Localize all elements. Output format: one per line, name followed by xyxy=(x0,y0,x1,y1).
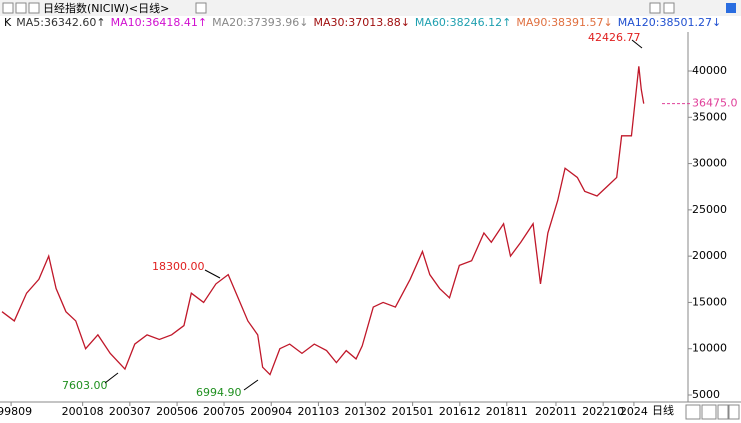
annotation: 18300.00 xyxy=(152,260,205,273)
toolbar xyxy=(0,0,741,16)
button[interactable] xyxy=(649,2,661,14)
arrow xyxy=(204,269,221,279)
x-tick-label: 200904 xyxy=(250,405,292,418)
x-tick-label: 200506 xyxy=(156,405,198,418)
x-tick-label: 2024 xyxy=(620,405,648,418)
y-tick-label: 15000 xyxy=(692,295,727,308)
y-tick-label: 25000 xyxy=(692,203,727,216)
y-tick-label: 20000 xyxy=(692,249,727,262)
scroll-right[interactable] xyxy=(728,404,740,420)
button[interactable] xyxy=(663,2,675,14)
annotation: 42426.77 xyxy=(588,31,641,44)
period-label: 日线 xyxy=(652,403,674,417)
x-tick-label: 201501 xyxy=(392,405,434,418)
legend-item: K xyxy=(4,16,12,29)
button[interactable] xyxy=(726,3,736,13)
x-tick-label: 200108 xyxy=(62,405,104,418)
legend-item: MA5:36342.60↑ xyxy=(16,16,105,29)
zoom-in[interactable] xyxy=(701,404,717,420)
legend-item: MA10:36418.41↑ xyxy=(111,16,207,29)
y-tick-label: 30000 xyxy=(692,157,727,170)
legend-item: MA30:37013.88↓ xyxy=(314,16,410,29)
legend-item: MA120:38501.27↓ xyxy=(618,16,721,29)
annotation: 7603.00 xyxy=(62,379,108,392)
annotation: 6994.90 xyxy=(196,386,242,399)
arrow xyxy=(631,39,643,49)
x-tick-label: 199809 xyxy=(0,405,32,418)
scroll-left[interactable] xyxy=(717,404,729,420)
x-tick-label: 201302 xyxy=(344,405,386,418)
dropdown[interactable] xyxy=(195,2,207,14)
y-tick-label: 40000 xyxy=(692,64,727,77)
x-tick-label: 200307 xyxy=(109,405,151,418)
zoom-out[interactable] xyxy=(685,404,701,420)
x-tick-label: 201612 xyxy=(439,405,481,418)
x-tick-label: 200705 xyxy=(203,405,245,418)
legend-item: MA20:37393.96↓ xyxy=(212,16,308,29)
y-tick-label: 10000 xyxy=(692,342,727,355)
price-line xyxy=(1,66,645,376)
y-tick-label: 5000 xyxy=(692,388,720,401)
button[interactable] xyxy=(28,2,40,14)
x-tick-label: 202210 xyxy=(582,405,624,418)
button[interactable] xyxy=(15,2,27,14)
last-price-label: 36475.0 xyxy=(692,97,738,110)
x-tick-label: 201103 xyxy=(297,405,339,418)
x-tick-label: 202011 xyxy=(535,405,577,418)
x-tick-label: 201811 xyxy=(486,405,528,418)
arrow xyxy=(243,379,259,391)
y-tick-label: 35000 xyxy=(692,110,727,123)
arrow xyxy=(104,372,119,384)
button[interactable] xyxy=(2,2,14,14)
legend-item: MA60:38246.12↑ xyxy=(415,16,511,29)
toolbar-title: 日经指数(NICIW)<日线> xyxy=(43,1,169,15)
legend-item: MA90:38391.57↓ xyxy=(516,16,612,29)
